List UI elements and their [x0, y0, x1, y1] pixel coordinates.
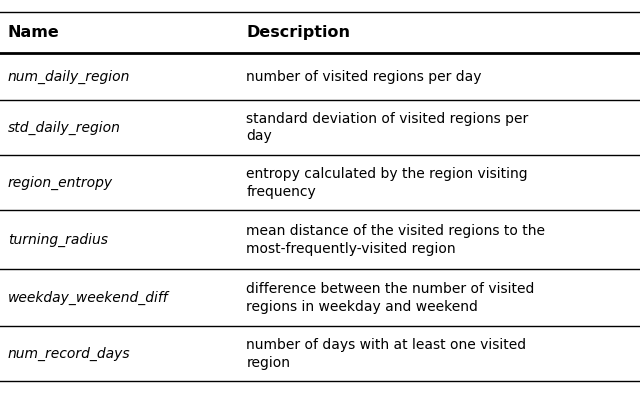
Text: number of visited regions per day: number of visited regions per day [246, 69, 482, 84]
Text: difference between the number of visited
regions in weekday and weekend: difference between the number of visited… [246, 282, 535, 314]
Text: standard deviation of visited regions per
day: standard deviation of visited regions pe… [246, 111, 529, 144]
Text: num_record_days: num_record_days [8, 347, 131, 361]
Text: number of days with at least one visited
region: number of days with at least one visited… [246, 338, 527, 370]
Text: turning_radius: turning_radius [8, 233, 108, 247]
Text: mean distance of the visited regions to the
most-frequently-visited region: mean distance of the visited regions to … [246, 224, 545, 256]
Text: num_daily_region: num_daily_region [8, 69, 130, 84]
Text: std_daily_region: std_daily_region [8, 120, 120, 135]
Text: region_entropy: region_entropy [8, 175, 113, 190]
Text: Name: Name [8, 25, 60, 40]
Text: weekday_weekend_diff: weekday_weekend_diff [8, 291, 168, 305]
Text: entropy calculated by the region visiting
frequency: entropy calculated by the region visitin… [246, 166, 528, 199]
Text: Description: Description [246, 25, 351, 40]
